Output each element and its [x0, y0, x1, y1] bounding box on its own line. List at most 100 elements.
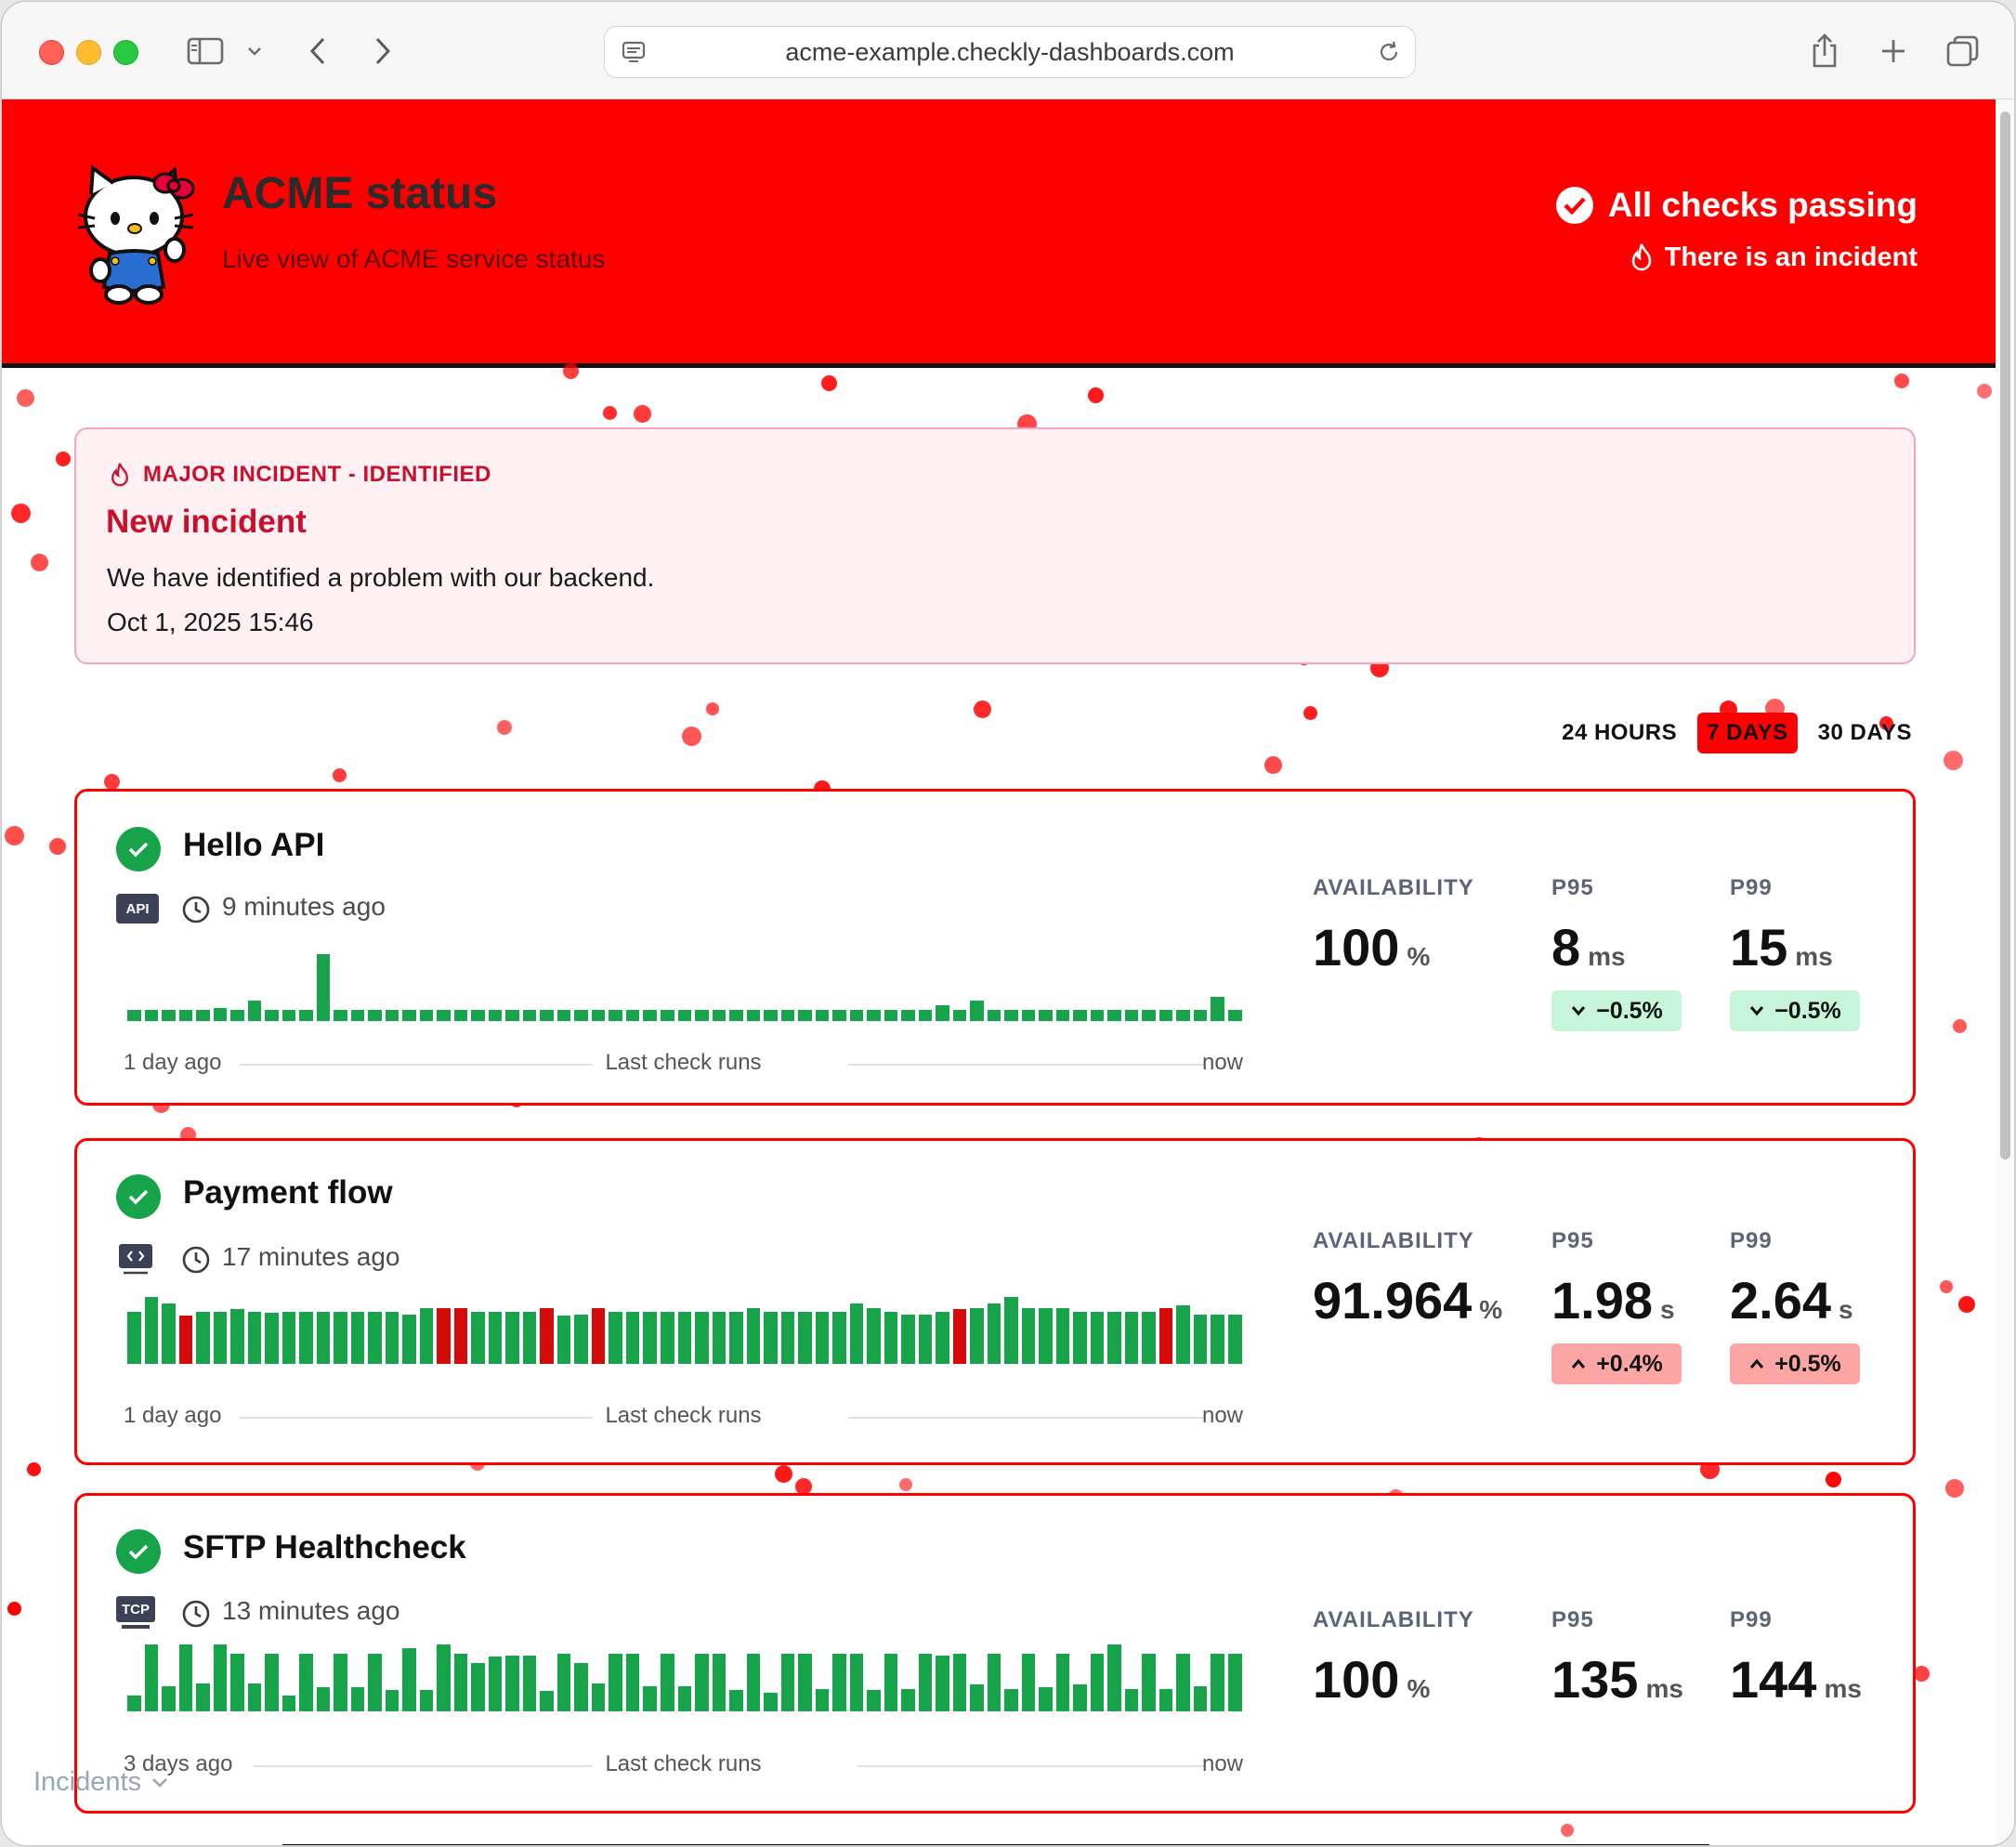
- check-run-bar[interactable]: [970, 1001, 984, 1021]
- check-run-bar[interactable]: [522, 1010, 537, 1021]
- check-run-bar[interactable]: [1090, 1312, 1105, 1364]
- check-run-bar[interactable]: [918, 1010, 933, 1021]
- check-run-bar[interactable]: [987, 1303, 1001, 1364]
- check-run-bar[interactable]: [127, 1312, 141, 1364]
- check-run-bar[interactable]: [936, 1312, 949, 1364]
- check-run-bar[interactable]: [265, 1313, 279, 1364]
- check-run-bar[interactable]: [1228, 1315, 1242, 1364]
- check-run-bar[interactable]: [574, 1315, 588, 1364]
- check-run-bar[interactable]: [453, 1654, 468, 1711]
- check-run-bar[interactable]: [677, 1010, 692, 1021]
- check-run-bar[interactable]: [1176, 1010, 1190, 1021]
- check-run-bar[interactable]: [265, 1010, 279, 1021]
- check-run-bar[interactable]: [780, 1312, 795, 1364]
- address-bar[interactable]: acme-example.checkly-dashboards.com: [604, 26, 1416, 78]
- check-run-bar[interactable]: [265, 1654, 279, 1711]
- range-24-hours[interactable]: 24 HOURS: [1562, 720, 1678, 745]
- check-run-bar[interactable]: [471, 1312, 485, 1364]
- check-run-bar[interactable]: [1193, 1315, 1208, 1364]
- check-card-hello-api[interactable]: Hello API API 9 minutes ago 1 day ago La…: [74, 789, 1916, 1106]
- check-run-bar[interactable]: [196, 1312, 210, 1364]
- check-run-bar[interactable]: [643, 1010, 657, 1021]
- check-run-bar[interactable]: [832, 1312, 846, 1364]
- tab-overview-button[interactable]: [1944, 30, 1983, 72]
- check-run-bar[interactable]: [316, 1687, 331, 1711]
- check-run-bar[interactable]: [1039, 1010, 1053, 1021]
- check-run-bar[interactable]: [729, 1010, 743, 1021]
- check-run-bar[interactable]: [453, 1010, 468, 1021]
- check-run-bar[interactable]: [1004, 1689, 1018, 1711]
- range-7-days[interactable]: 7 DAYS: [1697, 713, 1798, 753]
- check-run-bar[interactable]: [247, 1683, 262, 1711]
- minimize-window-button[interactable]: [76, 40, 101, 65]
- check-run-bar[interactable]: [505, 1656, 519, 1711]
- check-run-bar[interactable]: [368, 1010, 382, 1021]
- check-run-bar[interactable]: [643, 1312, 657, 1364]
- check-run-bar[interactable]: [901, 1315, 915, 1364]
- check-run-bar[interactable]: [1228, 1010, 1242, 1021]
- check-run-bar[interactable]: [281, 1312, 296, 1364]
- check-run-bar[interactable]: [677, 1686, 692, 1711]
- check-run-bar[interactable]: [695, 1654, 709, 1711]
- check-run-bar[interactable]: [712, 1654, 727, 1711]
- check-run-bar[interactable]: [247, 1312, 262, 1364]
- check-run-bar[interactable]: [952, 1309, 967, 1364]
- close-window-button[interactable]: [39, 40, 64, 65]
- check-run-bar[interactable]: [591, 1010, 606, 1021]
- check-run-bar[interactable]: [815, 1010, 830, 1021]
- check-run-bar[interactable]: [764, 1010, 778, 1021]
- check-run-bar[interactable]: [162, 1303, 176, 1364]
- check-run-bar[interactable]: [1211, 1315, 1224, 1364]
- check-run-bar[interactable]: [522, 1312, 537, 1364]
- check-run-bar[interactable]: [230, 1010, 244, 1021]
- check-run-bar[interactable]: [867, 1308, 881, 1364]
- check-run-bar[interactable]: [884, 1654, 898, 1711]
- check-run-bar[interactable]: [385, 1010, 399, 1021]
- check-run-bar[interactable]: [815, 1312, 830, 1364]
- check-run-bar[interactable]: [453, 1308, 468, 1364]
- check-run-bar[interactable]: [591, 1683, 606, 1711]
- check-run-bar[interactable]: [1211, 997, 1224, 1021]
- check-run-bar[interactable]: [1228, 1654, 1242, 1711]
- check-run-bar[interactable]: [712, 1312, 727, 1364]
- check-run-bar[interactable]: [832, 1654, 846, 1711]
- check-run-bar[interactable]: [625, 1654, 640, 1711]
- check-run-bar[interactable]: [660, 1010, 674, 1021]
- check-run-bar[interactable]: [798, 1312, 812, 1364]
- check-run-bar[interactable]: [609, 1654, 622, 1711]
- check-run-bar[interactable]: [437, 1644, 451, 1711]
- check-run-bar[interactable]: [970, 1308, 984, 1364]
- check-run-bar[interactable]: [247, 1001, 262, 1021]
- check-run-bar[interactable]: [213, 1008, 228, 1021]
- check-run-bar[interactable]: [1124, 1010, 1139, 1021]
- check-run-bar[interactable]: [918, 1654, 933, 1711]
- check-run-bar[interactable]: [402, 1315, 416, 1364]
- incidents-toggle[interactable]: Incidents: [33, 1767, 169, 1798]
- check-run-bar[interactable]: [437, 1010, 451, 1021]
- check-run-bar[interactable]: [540, 1308, 554, 1364]
- check-run-bar[interactable]: [1073, 1312, 1087, 1364]
- check-run-bar[interactable]: [402, 1010, 416, 1021]
- check-run-bar[interactable]: [230, 1654, 244, 1711]
- check-run-bar[interactable]: [350, 1010, 365, 1021]
- check-run-bar[interactable]: [1124, 1689, 1139, 1711]
- check-run-bar[interactable]: [1021, 1654, 1036, 1711]
- check-run-bar[interactable]: [540, 1010, 554, 1021]
- check-run-bar[interactable]: [385, 1690, 399, 1711]
- check-run-bar[interactable]: [471, 1010, 485, 1021]
- check-run-bar[interactable]: [1055, 1654, 1070, 1711]
- check-run-bar[interactable]: [350, 1312, 365, 1364]
- check-run-bar[interactable]: [1090, 1010, 1105, 1021]
- check-run-bar[interactable]: [1004, 1297, 1018, 1364]
- check-run-bar[interactable]: [1107, 1312, 1121, 1364]
- check-run-bar[interactable]: [746, 1654, 761, 1711]
- sidebar-toggle-button[interactable]: [184, 30, 227, 72]
- check-run-bar[interactable]: [230, 1309, 244, 1364]
- check-run-bar[interactable]: [281, 1010, 296, 1021]
- check-run-bar[interactable]: [334, 1654, 347, 1711]
- check-run-bar[interactable]: [1021, 1010, 1036, 1021]
- back-button[interactable]: [301, 30, 334, 72]
- check-run-bar[interactable]: [505, 1010, 519, 1021]
- check-run-bar[interactable]: [402, 1648, 416, 1711]
- check-run-bar[interactable]: [677, 1312, 692, 1364]
